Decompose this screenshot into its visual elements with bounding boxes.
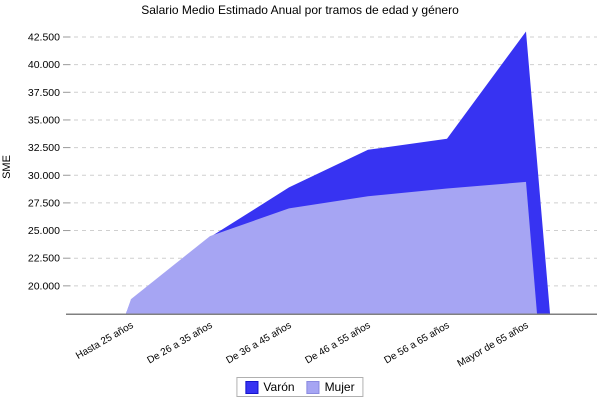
y-tick-label: 37.500 xyxy=(28,87,60,99)
x-tick-label: De 36 a 45 años xyxy=(224,320,293,366)
chart-title: Salario Medio Estimado Anual por tramos … xyxy=(141,3,459,17)
mujer-legend-label: Mujer xyxy=(324,380,355,394)
x-tick-label: Hasta 25 años xyxy=(74,320,135,362)
y-tick-label: 35.000 xyxy=(28,114,60,126)
legend-item-mujer: Mujer xyxy=(306,380,355,394)
y-tick-label: 22.500 xyxy=(28,253,60,265)
y-tick-label: 25.000 xyxy=(28,225,60,237)
varon-legend-label: Varón xyxy=(263,380,295,394)
y-tick-label: 27.500 xyxy=(28,197,60,209)
x-tick-label: De 56 a 65 años xyxy=(382,320,451,366)
legend: Varón Mujer xyxy=(236,377,364,397)
varon-swatch-icon xyxy=(245,380,259,394)
y-tick-label: 20.000 xyxy=(28,280,60,292)
y-tick-label: 42.500 xyxy=(28,32,60,44)
legend-item-varon: Varón xyxy=(245,380,295,394)
x-tick-label: Mayor de 65 años xyxy=(456,320,531,370)
x-tick-label: De 46 a 55 años xyxy=(303,320,372,366)
y-tick-label: 32.500 xyxy=(28,142,60,154)
mujer-swatch-icon xyxy=(306,380,320,394)
x-tick-label: De 26 a 35 años xyxy=(145,320,214,366)
y-tick-label: 30.000 xyxy=(28,170,60,182)
y-tick-label: 40.000 xyxy=(28,59,60,71)
area-series-mujer xyxy=(126,181,537,314)
